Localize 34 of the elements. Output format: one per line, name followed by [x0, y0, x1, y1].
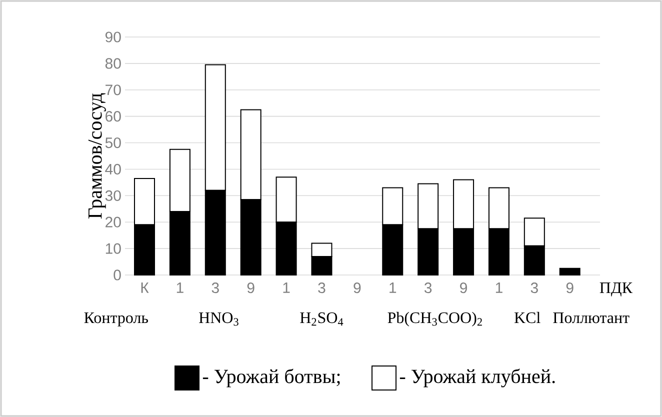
x-tick-label: 9	[354, 282, 361, 294]
text: H$_{2}$SO$_{4}$	[300, 312, 344, 326]
y-axis-title: Граммов/сосуд	[88, 93, 106, 219]
text: Поллютант	[553, 312, 630, 324]
x-tick-label: 1	[176, 282, 184, 293]
x-tick-label: 3	[212, 282, 219, 294]
x-tick-label: 3	[424, 282, 432, 294]
text: KCl	[514, 312, 540, 324]
x-tick-label: К	[141, 282, 149, 293]
x-tick-label: 1	[496, 282, 502, 293]
x-tick-label: 1	[283, 282, 290, 293]
y-tick-label: 70	[106, 84, 121, 96]
legend-label: - Урожай клубней.	[400, 368, 555, 388]
text: HNO$_{3}$	[199, 312, 238, 326]
y-tick-label: 10	[106, 243, 121, 254]
y-tick-label: 30	[105, 190, 121, 201]
y-tick-label: 0	[114, 270, 121, 280]
text: ПДК	[600, 282, 633, 296]
x-tick-label: 9	[460, 282, 467, 294]
text: Контроль	[84, 312, 148, 326]
x-tick-label: 1	[390, 282, 396, 293]
x-tick-label: 9	[566, 282, 574, 294]
text: Pb(CH$_{3}$COO)$_{2}$	[388, 312, 482, 326]
y-tick-label: 50	[105, 137, 121, 148]
legend-label: - Урожай ботвы;	[202, 368, 340, 388]
x-tick-label: 3	[530, 282, 538, 294]
y-tick-label: 60	[106, 111, 121, 122]
x-tick-label: 9	[247, 282, 254, 294]
x-tick-label: 3	[318, 282, 326, 294]
bar	[559, 268, 580, 276]
y-tick-label: 40	[105, 164, 121, 175]
y-tick-label: 20	[106, 216, 121, 228]
y-tick-label: 90	[105, 32, 121, 42]
y-tick-label: 80	[105, 58, 121, 69]
